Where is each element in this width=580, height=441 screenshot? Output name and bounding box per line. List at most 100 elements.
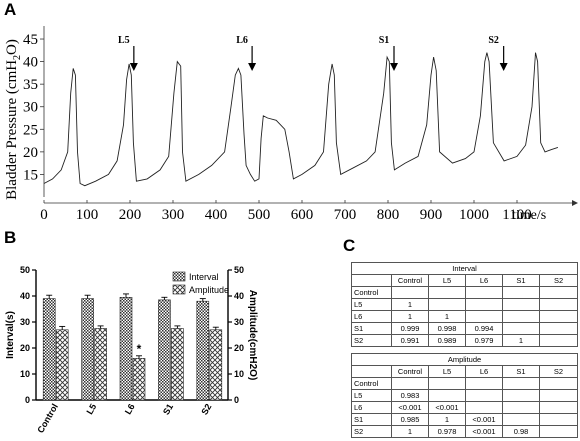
- table-row: Control: [351, 286, 579, 299]
- table-cell: [465, 377, 503, 390]
- bar-interval-s1: [158, 299, 171, 401]
- marker-label-s1: S1: [379, 35, 390, 46]
- table-cell: [465, 389, 503, 402]
- row-header: Control: [351, 286, 392, 299]
- category-label-control: Control: [35, 402, 60, 435]
- x-tick-label: 1100: [502, 207, 531, 223]
- column-header: [351, 365, 392, 378]
- marker-arrow-head: [129, 63, 138, 71]
- table-cell: [502, 401, 540, 414]
- table-row: L6 1 1: [351, 310, 579, 323]
- table-cell: [538, 334, 579, 347]
- table-cell: [538, 425, 579, 438]
- marker-label-l6: L6: [236, 35, 248, 46]
- x-tick-label: 900: [420, 207, 443, 223]
- amplitude-table-title: Amplitude: [350, 353, 579, 366]
- table-cell: [538, 377, 579, 390]
- table-cell: [428, 389, 466, 402]
- right-y-tick-label: 0: [234, 395, 239, 405]
- table-cell: 1: [428, 310, 466, 323]
- x-tick-label: 400: [205, 207, 228, 223]
- table-cell: [538, 389, 579, 402]
- table-cell: [538, 298, 579, 311]
- bar-amplitude-l5: [94, 328, 107, 401]
- table-cell: [502, 310, 540, 323]
- column-header: S2: [538, 274, 579, 287]
- column-header: S1: [502, 365, 540, 378]
- y-tick-label: 40: [23, 55, 38, 71]
- table-cell: 1: [391, 425, 429, 438]
- table-cell: [465, 298, 503, 311]
- table-cell: 0.983: [391, 389, 429, 402]
- marker-label-l5: L5: [118, 35, 130, 46]
- amplitude-pvalue-table: Amplitude Control L5 L6 S1 S2 Control L5 0.983 L6…: [350, 353, 579, 438]
- table-cell: [502, 389, 540, 402]
- category-label-s1: S1: [161, 402, 175, 417]
- y-axis-label: Bladder Pressure (cmH2O): [4, 39, 23, 200]
- left-y-tick-label: 10: [20, 369, 30, 379]
- panel-b-label: B: [4, 228, 17, 247]
- table-cell: 0.978: [428, 425, 466, 438]
- row-header: L5: [351, 298, 392, 311]
- table-cell: <0.001: [465, 425, 503, 438]
- table-cell: 0.998: [428, 322, 466, 335]
- y-tick-label: 20: [23, 145, 38, 161]
- row-header: Control: [351, 377, 392, 390]
- x-tick-label: 700: [334, 207, 357, 223]
- table-cell: [538, 322, 579, 335]
- table-cell: 0.98: [502, 425, 540, 438]
- interval-pvalue-table: Interval Control L5 L6 S1 S2 Control L5 1 L6 1 1 S1 0…: [350, 262, 579, 347]
- table-cell: [538, 401, 579, 414]
- table-cell: [465, 310, 503, 323]
- bar-interval-l6: [119, 296, 133, 401]
- y-tick-label: 25: [23, 122, 38, 138]
- column-header: Control: [391, 274, 429, 287]
- row-header: S1: [351, 413, 392, 426]
- table-cell: [538, 286, 579, 299]
- right-y-tick-label: 40: [234, 291, 244, 301]
- x-tick-label: 100: [76, 207, 99, 223]
- row-header: S2: [351, 334, 392, 347]
- table-row: Control: [351, 377, 579, 390]
- row-header: L5: [351, 389, 392, 402]
- table-cell: [428, 286, 466, 299]
- y-tick-label: 45: [23, 32, 38, 48]
- table-row: S2 0.991 0.989 0.979 1: [351, 334, 579, 347]
- x-tick-label: 0: [40, 207, 48, 223]
- table-cell: [502, 377, 540, 390]
- bar-amplitude-s2: [209, 329, 223, 401]
- marker-arrow-head: [499, 63, 508, 71]
- legend-swatch-interval: [172, 271, 186, 282]
- table-cell: 0.991: [391, 334, 429, 347]
- right-y-tick-label: 30: [234, 317, 244, 327]
- legend-label-interval: Interval: [189, 272, 219, 282]
- legend-swatch-amplitude: [172, 284, 186, 295]
- table-row: L5 1: [351, 298, 579, 311]
- column-header: [351, 274, 392, 287]
- table-cell: [502, 322, 540, 335]
- bar-interval-l5: [81, 298, 94, 401]
- column-header: L5: [428, 274, 466, 287]
- row-header: L6: [351, 310, 392, 323]
- table-row: L5 0.983: [351, 389, 579, 402]
- left-y-tick-label: 50: [20, 265, 30, 275]
- panel-a-label: A: [4, 0, 17, 19]
- x-tick-label: 800: [377, 207, 400, 223]
- panel-c-label: C: [343, 236, 356, 255]
- bar-interval-control: [42, 298, 56, 401]
- column-header: S2: [538, 365, 579, 378]
- table-row: S2 1 0.978 <0.001 0.98: [351, 425, 579, 438]
- bar-amplitude-s1: [171, 328, 184, 401]
- table-cell: 1: [428, 413, 466, 426]
- right-y-tick-label: 20: [234, 343, 244, 353]
- x-tick-label: 200: [119, 207, 142, 223]
- row-header: L6: [351, 401, 392, 414]
- table-cell: [502, 286, 540, 299]
- interval-amplitude-bar-chart: 0 0 10 10 20 20 30 30 40 40 50 50 Interval(s) Amplitu…: [5, 265, 258, 435]
- table-cell: 0.979: [465, 334, 503, 347]
- left-y-tick-label: 30: [20, 317, 30, 327]
- column-header: Control: [391, 365, 429, 378]
- table-cell: [391, 377, 429, 390]
- y-tick-label: 35: [23, 77, 38, 93]
- left-y-tick-label: 0: [25, 395, 30, 405]
